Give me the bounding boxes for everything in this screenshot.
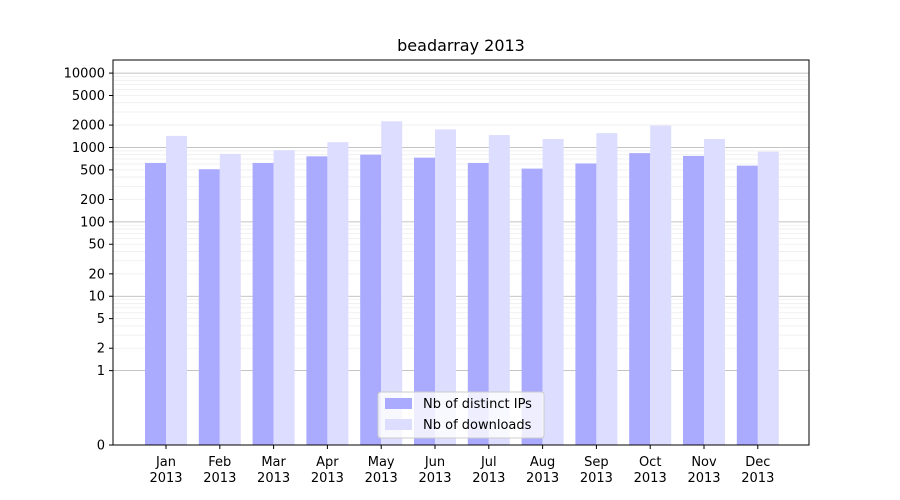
legend-label-downloads: Nb of downloads: [423, 418, 532, 433]
bar-ips-jun: [414, 157, 435, 446]
bar-ips-sep: [575, 163, 597, 445]
x-tick-sublabel: 2013: [472, 471, 505, 486]
x-tick-sublabel: 2013: [580, 471, 613, 486]
bar-downloads-jan: [166, 135, 187, 445]
x-tick-label: Nov: [691, 455, 717, 470]
x-axis: Jan2013Feb2013Mar2013Apr2013May2013Jun20…: [149, 445, 774, 486]
x-tick-sublabel: 2013: [634, 471, 667, 486]
y-tick-label: 0: [97, 439, 105, 454]
bar-downloads-jun: [435, 129, 456, 445]
bar-ips-jul: [467, 162, 489, 445]
x-tick-label: Jul: [480, 455, 497, 470]
y-tick-label: 100: [80, 215, 105, 230]
bar-ips-jan: [145, 162, 166, 445]
x-tick-label: Oct: [639, 455, 661, 470]
x-tick-label: Feb: [208, 455, 231, 470]
bar-downloads-apr: [327, 142, 349, 445]
y-tick-label: 200: [80, 193, 105, 208]
bar-ips-dec: [736, 165, 758, 445]
bar-ips-nov: [683, 155, 704, 445]
legend-swatch-ips: [385, 398, 412, 409]
bar-downloads-jul: [488, 135, 510, 445]
bar-downloads-feb: [219, 153, 241, 445]
bar-downloads-dec: [757, 151, 779, 445]
x-tick-sublabel: 2013: [365, 471, 398, 486]
bar-downloads-oct: [650, 125, 672, 445]
x-tick-sublabel: 2013: [741, 471, 774, 486]
x-tick-label: May: [368, 455, 395, 470]
bar-downloads-mar: [273, 150, 295, 445]
bar-downloads-aug: [542, 139, 564, 445]
bar-downloads-nov: [704, 139, 725, 445]
x-tick-sublabel: 2013: [257, 471, 290, 486]
x-tick-sublabel: 2013: [526, 471, 559, 486]
y-tick-label: 2000: [72, 119, 105, 134]
y-tick-label: 50: [88, 238, 105, 253]
plot-frame: [112, 59, 810, 446]
x-tick-label: Jun: [424, 455, 445, 470]
y-tick-label: 500: [80, 163, 105, 178]
y-tick-label: 20: [88, 267, 105, 282]
bar-ips-mar: [252, 162, 274, 445]
bar-ips-apr: [306, 156, 328, 446]
x-tick-label: Sep: [584, 455, 609, 470]
y-tick-label: 10: [88, 290, 105, 305]
legend-swatch-downloads: [385, 419, 412, 430]
bar-ips-oct: [629, 153, 651, 445]
chart-title: beadarray 2013: [397, 36, 525, 55]
x-tick-label: Apr: [316, 455, 339, 470]
legend-label-ips: Nb of distinct IPs: [423, 397, 532, 412]
y-tick-label: 1: [97, 364, 105, 379]
x-tick-sublabel: 2013: [418, 471, 451, 486]
bar-ips-feb: [198, 169, 220, 446]
x-tick-sublabel: 2013: [687, 471, 720, 486]
y-axis: 0 1 2 5 10 20 50 100 200 500 1000 2000 5000 10000: [64, 67, 113, 454]
x-tick-label: Mar: [261, 455, 286, 470]
y-tick-label: 5000: [72, 89, 105, 104]
y-tick-label: 2: [97, 342, 105, 357]
y-tick-label: 5: [97, 312, 105, 327]
y-tick-label: 10000: [64, 67, 105, 82]
x-tick-label: Dec: [745, 455, 770, 470]
bar-ips-aug: [521, 168, 543, 445]
x-tick-label: Jan: [155, 455, 176, 470]
x-tick-sublabel: 2013: [203, 471, 236, 486]
legend-box: [377, 391, 545, 439]
bar-downloads-sep: [596, 133, 618, 445]
bars: [145, 121, 779, 446]
legend: Nb of distinct IPs Nb of downloads: [377, 391, 545, 439]
x-tick-sublabel: 2013: [311, 471, 344, 486]
x-tick-label: Aug: [530, 455, 555, 470]
x-tick-sublabel: 2013: [149, 471, 182, 486]
y-tick-label: 1000: [72, 141, 105, 156]
bar-downloads-may: [381, 121, 403, 445]
bar-ips-may: [360, 154, 382, 445]
